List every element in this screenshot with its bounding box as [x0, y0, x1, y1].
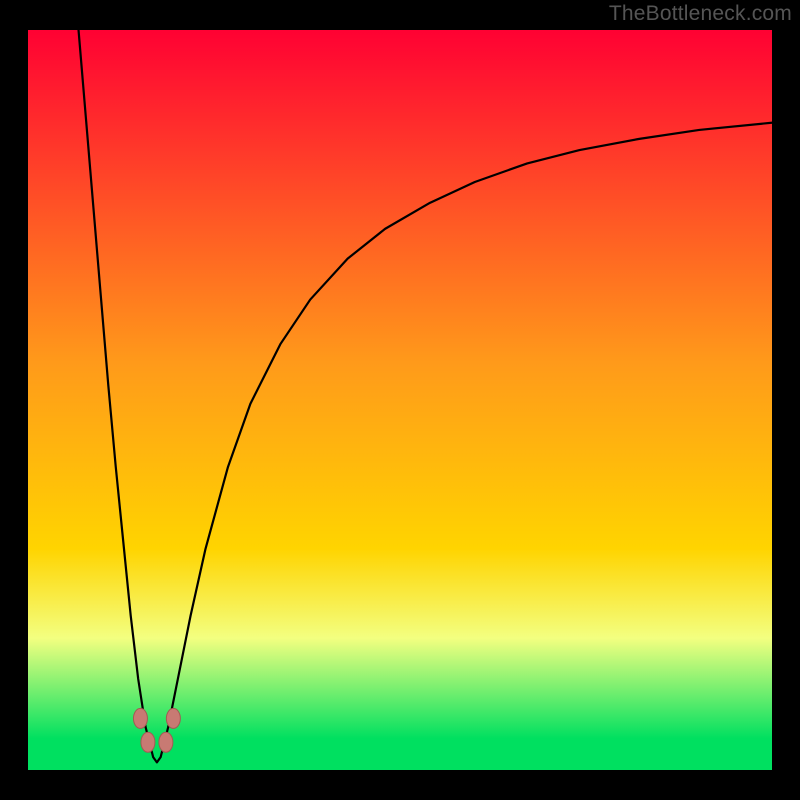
marker-dot — [159, 732, 173, 752]
marker-dot — [141, 732, 155, 752]
chart-stage: TheBottleneck.com — [0, 0, 800, 800]
chart-svg — [0, 0, 800, 800]
marker-dot — [166, 708, 180, 728]
plot-area — [26, 28, 774, 772]
marker-dot — [133, 708, 147, 728]
watermark-text: TheBottleneck.com — [609, 2, 792, 26]
gradient-background — [26, 28, 774, 772]
